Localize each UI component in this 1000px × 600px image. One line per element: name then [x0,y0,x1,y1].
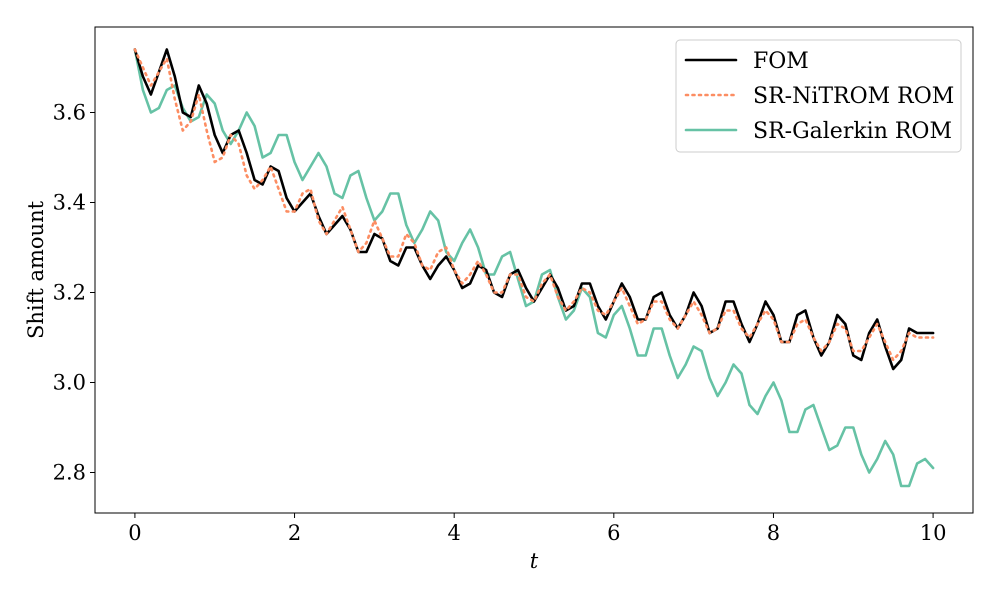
x-tick-label: 6 [607,521,620,545]
series-line-1 [133,48,935,362]
y-tick-label: 3.4 [53,191,86,215]
x-tick-label: 2 [288,521,301,545]
y-tick-label: 3.6 [53,101,86,125]
x-tick-label: 0 [128,521,141,545]
x-axis: 0 2 4 6 8 10 [128,513,946,545]
x-tick-label: 4 [447,521,460,545]
legend-box [675,39,962,153]
x-tick-label: 10 [920,521,947,545]
y-tick-label: 3.0 [53,371,86,395]
y-tick-label: 2.8 [53,461,86,485]
y-axis-title: Shift amount [24,200,48,339]
legend-label-1: SR-NiTROM ROM [753,84,954,109]
legend-label-0: FOM [753,49,809,74]
x-axis-title: t [530,549,539,573]
series-layer [133,48,935,488]
plot-area-frame [94,26,974,514]
legend: FOM SR-NiTROM ROM SR-Galerkin ROM [675,39,962,153]
legend-label-2: SR-Galerkin ROM [753,119,952,144]
y-tick-label: 3.2 [53,281,86,305]
x-tick-label: 8 [767,521,780,545]
y-axis: 2.8 3.0 3.2 3.4 3.6 [53,101,95,485]
